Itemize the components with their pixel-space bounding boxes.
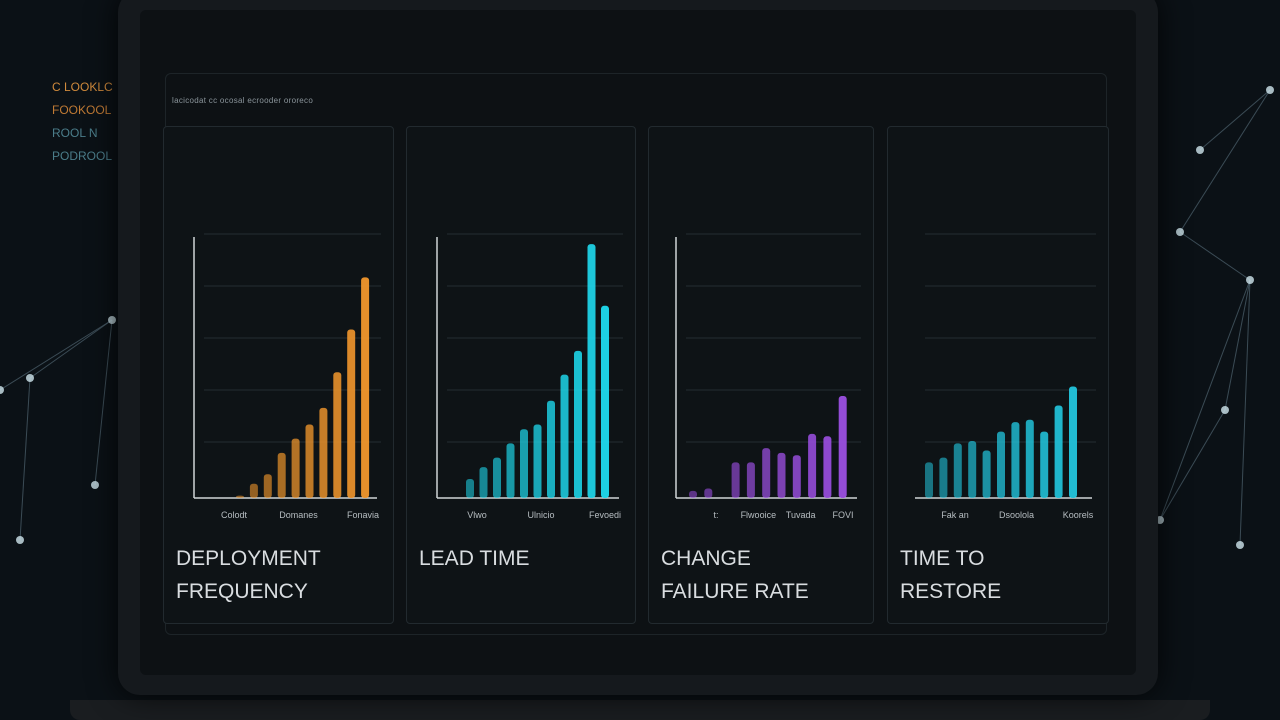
chart-lead-time: Vlwo Ulnicio Fevoedi <box>436 233 623 520</box>
bar <box>982 450 991 498</box>
network-line <box>1199 89 1271 151</box>
network-line <box>1224 279 1251 411</box>
panel-title: TIME TO RESTORE <box>900 547 1002 603</box>
panel-title: LEAD TIME <box>419 547 530 570</box>
bar <box>823 436 832 498</box>
x-tick-label: FOVI <box>832 510 853 520</box>
bar <box>533 424 542 498</box>
network-line <box>0 319 113 391</box>
bar <box>777 452 786 498</box>
network-line <box>1239 279 1251 546</box>
bar <box>236 495 244 498</box>
bar <box>1069 386 1077 498</box>
bar <box>601 305 609 498</box>
bar <box>333 372 342 498</box>
network-node <box>1266 86 1274 94</box>
bar <box>305 424 314 498</box>
bar <box>731 462 740 498</box>
bar <box>291 438 300 498</box>
x-tick-label: Colodt <box>221 510 248 520</box>
x-tick-label: Vlwo <box>467 510 487 520</box>
x-tick-label: Flwooice <box>741 510 777 520</box>
side-text-line: C LOOKLC <box>52 80 113 94</box>
bar <box>1054 405 1063 498</box>
bar <box>506 443 515 498</box>
network-line <box>1159 409 1226 521</box>
bar <box>689 490 697 498</box>
bar <box>1040 431 1049 498</box>
dashboard-header: lacicodat cc ocosal ecrooder ororeco <box>172 96 314 105</box>
bar <box>997 431 1005 498</box>
network-node <box>26 374 34 382</box>
x-tick-label: Fonavia <box>347 510 379 520</box>
x-tick-label: Domanes <box>279 510 318 520</box>
bar <box>547 400 555 498</box>
panel-title: CHANGE FAILURE RATE <box>661 547 809 603</box>
bar <box>953 443 962 498</box>
panel-lead-time: Vlwo Ulnicio Fevoedi LEAD TIME <box>406 126 636 624</box>
network-node <box>1236 541 1244 549</box>
network-node <box>1246 276 1254 284</box>
bar <box>277 452 286 498</box>
x-tick-label: Fak an <box>941 510 969 520</box>
x-tick-label: t: <box>713 510 718 520</box>
network-node <box>1156 516 1164 524</box>
network-line <box>1159 279 1251 521</box>
bar <box>479 467 488 498</box>
network-line <box>19 377 31 541</box>
network-line <box>1179 89 1271 233</box>
bar <box>587 244 596 498</box>
network-line <box>94 319 113 486</box>
network-node <box>1221 406 1229 414</box>
network-line <box>29 319 113 379</box>
panel-change-failure-rate: t: Flwooice Tuvada FOVI CHANGE FAILURE RATE <box>648 126 874 624</box>
bar <box>361 277 370 498</box>
x-tick-label: Dsoolola <box>999 510 1034 520</box>
bar <box>520 429 528 498</box>
bar <box>808 433 817 498</box>
bar <box>1011 422 1020 498</box>
x-tick-label: Fevoedi <box>589 510 621 520</box>
x-tick-label: Tuvada <box>786 510 816 520</box>
bar <box>560 374 569 498</box>
bar <box>466 479 474 498</box>
bar <box>319 407 328 498</box>
bar <box>925 462 933 498</box>
bar <box>838 395 847 498</box>
bar <box>968 441 977 498</box>
network-line <box>1179 231 1251 281</box>
chart-change-failure-rate: t: Flwooice Tuvada FOVI <box>675 233 861 520</box>
bar <box>704 488 713 498</box>
side-text-line: ROOL N <box>52 126 98 140</box>
network-node <box>16 536 24 544</box>
x-tick-label: Ulnicio <box>527 510 554 520</box>
chart-deployment-frequency: Colodt Domanes Fonavia <box>193 233 381 520</box>
side-text-line: PODROOL <box>52 149 113 163</box>
network-node <box>108 316 116 324</box>
panel-title: DEPLOYMENT FREQUENCY <box>176 547 321 603</box>
side-text-line: FOOKOOL <box>52 103 112 117</box>
network-node <box>0 386 4 394</box>
bar <box>746 462 755 498</box>
bar <box>792 455 801 498</box>
network-node <box>1196 146 1204 154</box>
bar <box>574 350 582 498</box>
bar <box>762 448 771 498</box>
bar <box>249 483 258 498</box>
side-text: C LOOKLC FOOKOOL ROOL N PODROOL <box>52 76 113 168</box>
bar <box>939 457 948 498</box>
bar <box>1025 419 1034 498</box>
panel-deployment-frequency: Colodt Domanes Fonavia DEPLOYMENT FREQUENCY <box>163 126 394 624</box>
chart-time-to-restore: Fak an Dsoolola Koorels <box>915 233 1096 520</box>
bar <box>347 329 356 498</box>
network-node <box>91 481 99 489</box>
network-node <box>1176 228 1184 236</box>
panel-time-to-restore: Fak an Dsoolola Koorels TIME TO RESTORE <box>887 126 1109 624</box>
x-tick-label: Koorels <box>1063 510 1094 520</box>
laptop-base <box>70 700 1210 720</box>
bar <box>263 474 272 498</box>
bar <box>493 457 501 498</box>
